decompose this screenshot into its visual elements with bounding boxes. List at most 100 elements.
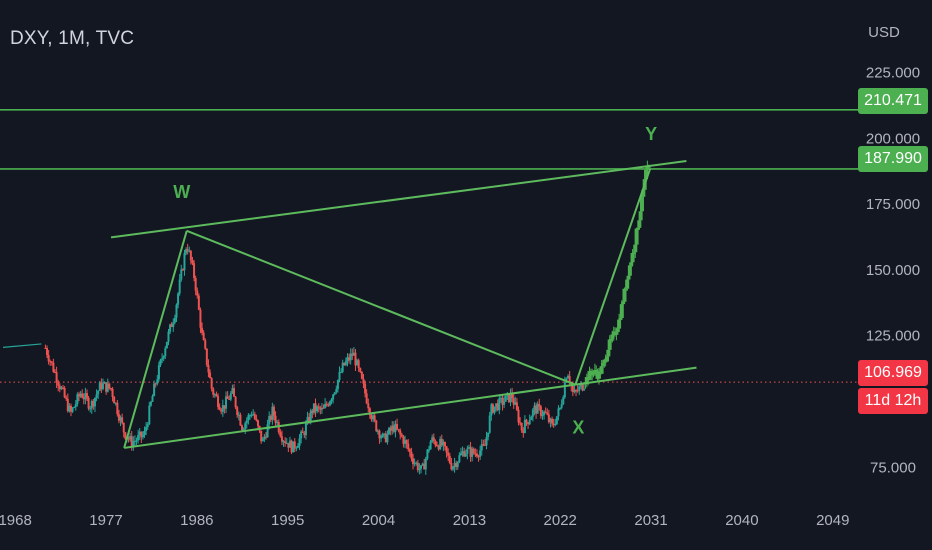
history-candle [583, 388, 586, 391]
history-candle [503, 401, 506, 405]
history-candle [149, 401, 152, 406]
history-candle [255, 418, 258, 421]
history-candle [285, 442, 288, 444]
history-candle [204, 340, 207, 349]
symbol-title[interactable]: DXY, 1M, TVC [10, 28, 135, 49]
history-candle [269, 416, 272, 420]
history-candle [392, 425, 395, 432]
history-candle [119, 417, 122, 421]
x-tick-label: 2004 [362, 512, 395, 529]
history-candle [97, 390, 100, 395]
history-candle [480, 444, 483, 451]
history-candle [180, 269, 183, 280]
history-candle [212, 388, 215, 395]
history-candle [54, 371, 57, 373]
history-candle [578, 386, 581, 391]
history-candle [266, 424, 269, 438]
history-candle [282, 441, 285, 443]
history-candle [272, 406, 275, 416]
history-candle [383, 433, 386, 435]
price-tag-last[interactable]: 106.969 [858, 360, 928, 386]
history-candle [482, 444, 485, 446]
history-candle [428, 449, 430, 451]
x-axis[interactable]: 1968 1977 1986 1995 2004 2013 2022 2031 2040 2049 [0, 512, 849, 529]
projection-candle [596, 371, 601, 379]
history-candle [410, 451, 413, 459]
wave-label-x: X [572, 417, 584, 437]
projection-candle [645, 166, 650, 170]
history-candle [525, 419, 528, 423]
price-tag-upper-level[interactable]: 210.471 [858, 88, 928, 114]
history-candle [463, 451, 466, 457]
y-tick-label: 150.000 [866, 262, 920, 279]
history-candle [391, 425, 394, 431]
history-candle [161, 358, 164, 360]
history-candle [124, 432, 127, 439]
history-candle [523, 419, 526, 433]
projection-candle [609, 338, 614, 341]
history-candle [252, 414, 255, 416]
history-candle [439, 438, 442, 450]
history-candle [407, 443, 410, 450]
history-candle [418, 468, 421, 471]
history-candle [544, 411, 547, 413]
projection-candle [623, 288, 628, 291]
history-candle [336, 380, 339, 390]
history-candle [501, 397, 504, 405]
history-candle [87, 397, 90, 409]
history-candle [397, 429, 400, 431]
history-candle [260, 430, 263, 442]
history-candle [106, 383, 109, 392]
y-tick-label: 225.000 [866, 65, 920, 82]
history-candle [413, 463, 416, 465]
history-candle [332, 394, 335, 400]
history-candle [474, 453, 477, 455]
history-candle [239, 414, 242, 426]
history-candle [479, 450, 482, 457]
history-candle [552, 423, 555, 425]
history-candle [467, 447, 470, 449]
history-candle [170, 324, 173, 327]
history-candle [65, 397, 68, 399]
history-candle [341, 362, 344, 372]
history-candle [495, 403, 498, 407]
history-candle [567, 375, 570, 379]
projection-candle [610, 334, 615, 339]
projection-candle [600, 363, 605, 367]
history-candle [296, 445, 299, 448]
history-candle [354, 352, 357, 366]
history-candle [384, 433, 387, 443]
history-candle [274, 415, 277, 423]
history-candle [55, 372, 58, 383]
history-candle [69, 405, 72, 412]
history-candle [335, 389, 338, 393]
history-candle [562, 397, 565, 405]
history-candle [490, 404, 493, 416]
history-candle [554, 424, 557, 426]
history-candle [311, 410, 314, 413]
projection-candle [599, 366, 604, 374]
history-candle [93, 397, 96, 407]
history-candle [231, 388, 234, 394]
history-candle [447, 452, 450, 456]
history-candle [226, 396, 229, 399]
history-candle [416, 462, 419, 471]
projection-candle [604, 356, 609, 362]
history-candle [129, 436, 132, 440]
history-candle [77, 394, 80, 397]
history-candle [288, 440, 291, 448]
history-candle [280, 436, 283, 442]
history-candle [108, 383, 111, 389]
price-tag-lower-level[interactable]: 187.990 [858, 146, 928, 172]
history-candle [261, 438, 264, 442]
history-candle [245, 420, 248, 424]
history-candle [60, 387, 63, 390]
history-candle [248, 415, 251, 417]
history-candle [298, 438, 301, 446]
history-candle [322, 407, 325, 409]
history-candle [455, 463, 458, 467]
history-candle [370, 415, 373, 420]
history-candle [114, 402, 117, 404]
history-candle [223, 405, 226, 409]
